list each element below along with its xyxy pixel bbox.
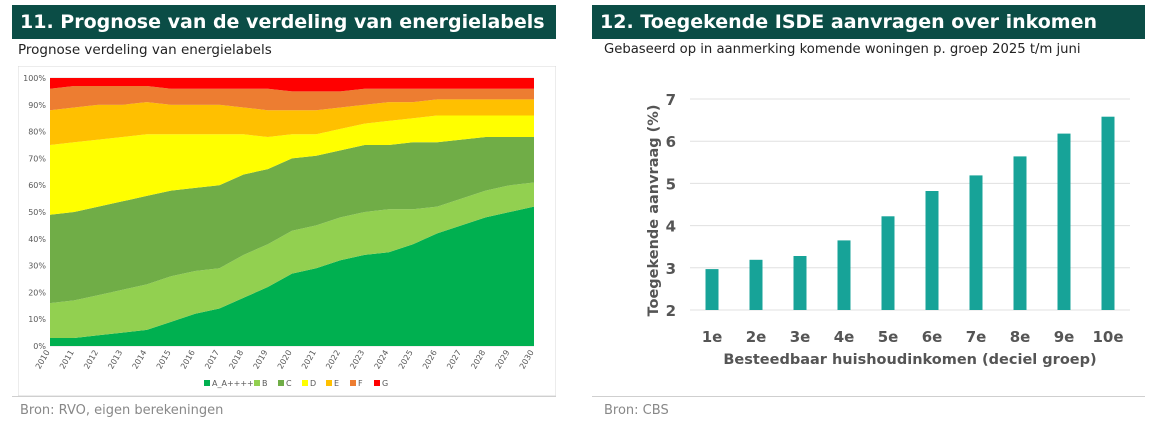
y-tick-label: 40% — [28, 235, 46, 244]
x-tick-label: 7e — [966, 328, 987, 346]
legend-label-B: B — [262, 379, 268, 388]
energy-label-area-chart: 0%10%20%30%40%50%60%70%80%90%100%2010 201… — [18, 66, 556, 396]
legend-label-F: F — [358, 379, 363, 388]
left-panel-header: 11. Prognose van de verdeling van energi… — [12, 5, 556, 39]
area-series-C — [50, 137, 534, 304]
y-tick-label: 2 — [666, 302, 676, 320]
legend-swatch-B — [254, 380, 260, 386]
right-panel-header: 12. Toegekende ISDE aanvragen over inkom… — [592, 5, 1145, 39]
y-tick-label: 60% — [28, 181, 46, 190]
x-tick-label: 3e — [790, 328, 811, 346]
x-tick-label: 8e — [1010, 328, 1031, 346]
x-axis-title: Besteedbaar huishoudinkomen (deciel groe… — [723, 352, 1096, 368]
y-tick-label: 20% — [28, 288, 46, 297]
x-tick-label: 4e — [834, 328, 855, 346]
area-series-F — [50, 86, 534, 111]
legend-swatch-F — [350, 380, 356, 386]
x-tick-label: 6e — [922, 328, 943, 346]
right-panel-subtitle: Gebaseerd op in aanmerking komende wonin… — [604, 42, 1081, 57]
y-tick-label: 5 — [666, 175, 676, 193]
bar-4e — [837, 240, 851, 310]
y-tick-label: 80% — [28, 128, 46, 137]
bar-8e — [1013, 156, 1027, 310]
x-tick-label: 5e — [878, 328, 899, 346]
legend-label-A_A++++: A_A++++ — [212, 379, 254, 388]
area-series-A_A++++ — [50, 206, 534, 346]
bar-7e — [969, 175, 983, 310]
y-tick-label: 70% — [28, 154, 46, 163]
y-tick-label: 100% — [23, 74, 46, 83]
x-tick-label: 1e — [702, 328, 723, 346]
legend-label-C: C — [286, 379, 292, 388]
right-panel-divider — [592, 396, 1145, 397]
bar-6e — [925, 191, 939, 310]
y-tick-label: 10% — [28, 315, 46, 324]
area-series-G — [50, 78, 534, 92]
isde-income-bar-chart: 2 3 4 5 6 7 1e 2e 3e 4e 5e 6e 7e 8e 9e 10e Besteedbaar h… — [646, 91, 1130, 368]
y-tick-label: 6 — [666, 133, 676, 151]
y-tick-label: 50% — [28, 208, 46, 217]
legend-label-G: G — [382, 379, 388, 388]
y-tick-label: 30% — [28, 262, 46, 271]
legend-swatch-A_A++++ — [204, 380, 210, 386]
bar-9e — [1057, 133, 1071, 310]
y-tick-label: 90% — [28, 101, 46, 110]
area-series-B — [50, 182, 534, 338]
x-tick-label: 2e — [746, 328, 767, 346]
y-tick-label: 0% — [33, 342, 46, 351]
bar-3e — [793, 256, 807, 310]
bar-5e — [881, 216, 895, 310]
legend-swatch-E — [326, 380, 332, 386]
y-tick-label: 3 — [666, 260, 676, 278]
right-panel-source: Bron: CBS — [604, 403, 669, 418]
area-series-E — [50, 99, 534, 145]
x-tick-label: 10e — [1092, 328, 1123, 346]
left-panel-subtitle: Prognose verdeling van energielabels — [18, 42, 272, 58]
x-tick-label: 9e — [1054, 328, 1075, 346]
bar-10e — [1101, 116, 1115, 310]
y-axis-title: Toegekende aanvraag (%) — [646, 105, 662, 317]
area-series-D — [50, 115, 534, 215]
legend-label-E: E — [334, 379, 339, 388]
left-panel-source: Bron: RVO, eigen berekeningen — [20, 403, 224, 418]
legend-swatch-G — [374, 380, 380, 386]
legend-label-D: D — [310, 379, 316, 388]
legend-swatch-C — [278, 380, 284, 386]
bar-2e — [749, 259, 763, 310]
y-tick-label: 4 — [666, 218, 676, 236]
bar-1e — [705, 269, 719, 310]
left-panel-divider — [12, 396, 556, 397]
y-tick-label: 7 — [666, 91, 676, 109]
legend-swatch-D — [302, 380, 308, 386]
